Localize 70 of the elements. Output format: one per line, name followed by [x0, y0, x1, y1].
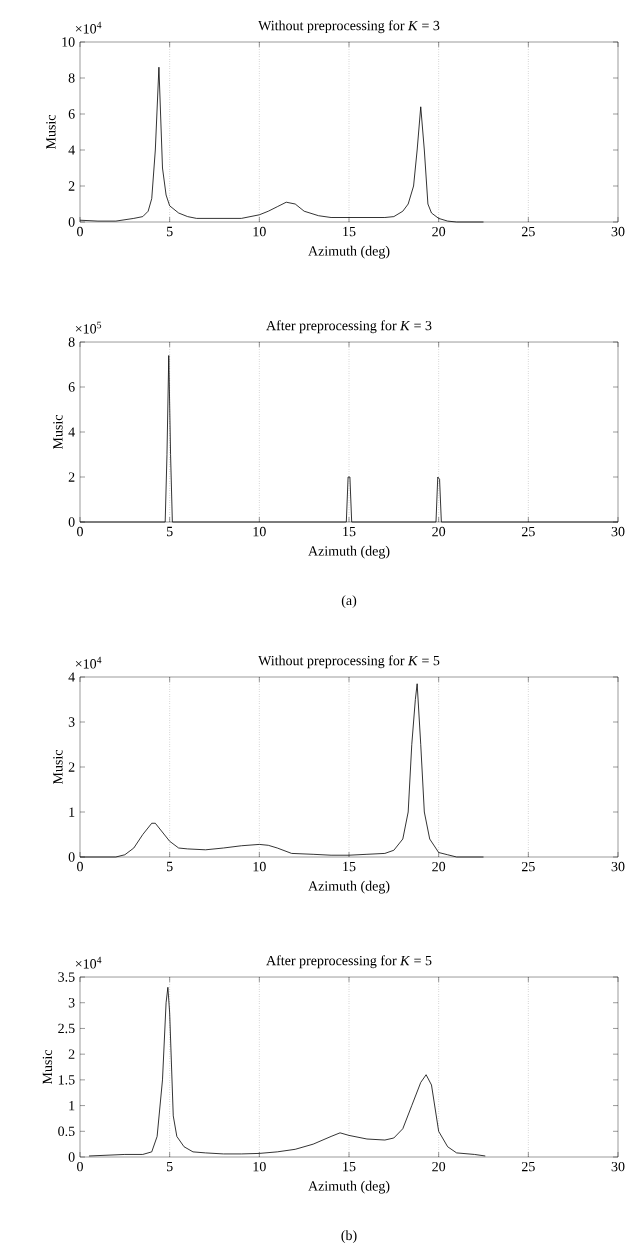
y-tick-label: 2 — [68, 472, 75, 482]
y-tick-label: 4 — [68, 672, 75, 682]
x-tick-label: 0 — [77, 861, 83, 872]
x-tick-label: 10 — [253, 861, 266, 872]
y-tick-label: 4 — [68, 145, 75, 155]
y-axis-title: Music — [42, 1049, 53, 1085]
x-axis-title: Azimuth (deg) — [308, 245, 390, 259]
x-tick-label: 20 — [432, 526, 446, 537]
y-tick-label: 0 — [68, 1152, 75, 1162]
x-axis-title: Azimuth (deg) — [308, 1180, 390, 1194]
x-tick-label: 20 — [432, 226, 446, 237]
x-tick-label: 20 — [432, 1161, 446, 1172]
y-tick-label: 10 — [62, 37, 75, 47]
x-tick-label: 5 — [166, 861, 173, 872]
y-tick-label: 4 — [68, 427, 75, 437]
text: (b) — [341, 1230, 357, 1243]
y-tick-label: 2 — [68, 1049, 75, 1059]
y-tick-label: 0 — [68, 852, 75, 862]
text: (a) — [341, 595, 357, 608]
x-tick-label: 0 — [77, 526, 83, 537]
x-tick-label: 25 — [521, 526, 535, 537]
text: ×10$^{4}$ — [75, 656, 102, 669]
x-axis-title: Azimuth (deg) — [308, 880, 390, 894]
y-tick-label: 8 — [68, 73, 75, 83]
x-tick-label: 30 — [611, 526, 625, 537]
y-tick-label: 6 — [68, 382, 75, 392]
y-tick-label: 3.5 — [58, 972, 75, 982]
x-tick-label: 10 — [253, 526, 266, 537]
x-tick-label: 0 — [77, 1161, 83, 1172]
x-tick-label: 10 — [253, 226, 266, 237]
chart-title: Without preprocessing for K = 5 — [258, 655, 440, 669]
y-tick-label: 2 — [68, 762, 75, 772]
y-tick-label: 3 — [68, 717, 75, 727]
x-tick-label: 30 — [611, 1161, 625, 1172]
y-tick-label: 3 — [68, 998, 75, 1008]
x-tick-label: 20 — [432, 861, 446, 872]
text: ×10$^{5}$ — [75, 321, 102, 334]
y-tick-label: 8 — [68, 337, 75, 347]
chart-title: Without preprocessing for K = 3 — [258, 20, 440, 34]
x-tick-label: 15 — [343, 861, 356, 872]
x-tick-label: 15 — [343, 226, 356, 237]
x-tick-label: 25 — [521, 226, 535, 237]
y-tick-label: 2.5 — [58, 1023, 75, 1034]
y-axis-title: Music — [53, 749, 63, 785]
y-tick-label: 1.5 — [58, 1075, 75, 1085]
chart-title: After preprocessing for K = 5 — [266, 955, 432, 969]
text: ×10$^{4}$ — [75, 21, 102, 34]
y-tick-label: 0.5 — [58, 1126, 75, 1137]
y-tick-label: 1 — [69, 1100, 75, 1111]
text: ×10$^{4}$ — [75, 956, 102, 969]
x-tick-label: 25 — [521, 861, 535, 872]
y-axis-title: Music — [46, 114, 56, 150]
y-tick-label: 0 — [68, 217, 75, 227]
x-tick-label: 30 — [611, 226, 625, 237]
x-tick-label: 0 — [77, 226, 83, 237]
x-tick-label: 15 — [343, 1161, 356, 1172]
x-tick-label: 25 — [521, 1161, 535, 1172]
chart-title: After preprocessing for K = 3 — [266, 320, 432, 334]
x-tick-label: 30 — [611, 861, 625, 872]
x-tick-label: 5 — [166, 526, 173, 537]
y-tick-label: 1 — [69, 807, 75, 817]
y-tick-label: 2 — [68, 181, 75, 191]
x-tick-label: 15 — [343, 526, 356, 537]
x-tick-label: 5 — [166, 1161, 173, 1172]
x-axis-title: Azimuth (deg) — [308, 545, 390, 559]
y-axis-title: Music — [53, 414, 63, 450]
y-tick-label: 6 — [68, 109, 75, 119]
x-tick-label: 10 — [253, 1161, 266, 1172]
y-tick-label: 0 — [68, 517, 75, 527]
x-tick-label: 5 — [166, 226, 173, 237]
